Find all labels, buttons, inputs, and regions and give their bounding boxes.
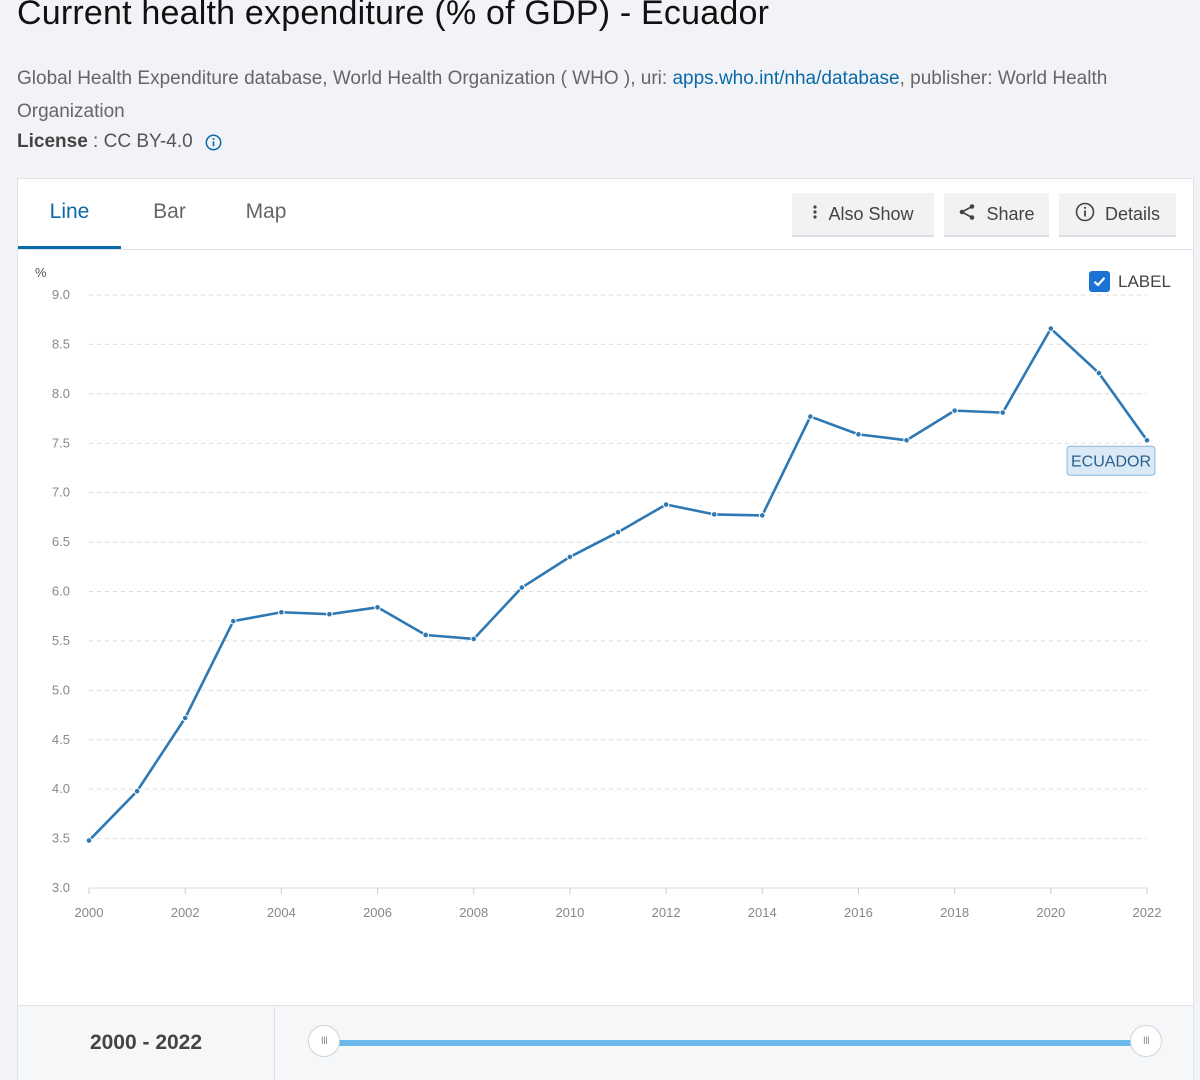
share-label: Share bbox=[986, 203, 1035, 224]
data-point bbox=[85, 837, 93, 844]
data-point bbox=[614, 528, 622, 536]
x-tick-label: 2010 bbox=[555, 905, 584, 920]
x-tick-label: 2000 bbox=[75, 905, 104, 920]
data-point bbox=[470, 635, 478, 643]
data-point bbox=[326, 610, 333, 618]
data-point bbox=[133, 787, 141, 795]
share-button[interactable]: Share bbox=[944, 193, 1049, 237]
info-icon[interactable] bbox=[205, 134, 222, 151]
x-tick-label: 2004 bbox=[267, 905, 296, 920]
page-title: Current health expenditure (% of GDP) - … bbox=[17, 0, 770, 32]
data-point bbox=[518, 584, 526, 591]
data-point bbox=[903, 436, 910, 444]
x-tick-label: 2014 bbox=[748, 905, 777, 920]
data-point bbox=[951, 407, 958, 414]
data-point bbox=[566, 553, 574, 561]
tab-bar[interactable]: Bar bbox=[153, 200, 186, 223]
data-point bbox=[1095, 369, 1103, 377]
y-tick-label: 5.5 bbox=[52, 633, 70, 648]
chart-tabs: Line Bar Map Also Show Share Details bbox=[18, 179, 1193, 250]
tab-map[interactable]: Map bbox=[245, 200, 287, 223]
x-tick-label: 2022 bbox=[1133, 905, 1162, 920]
data-point bbox=[278, 608, 285, 616]
tab-line[interactable]: Line bbox=[18, 179, 121, 249]
data-point bbox=[662, 501, 670, 508]
x-tick-label: 2006 bbox=[363, 905, 392, 920]
y-tick-label: 6.0 bbox=[52, 584, 70, 599]
x-tick-label: 2002 bbox=[171, 905, 200, 920]
y-tick-label: 4.5 bbox=[52, 732, 70, 747]
x-tick-label: 2008 bbox=[459, 905, 488, 920]
data-point bbox=[855, 431, 862, 438]
data-point bbox=[422, 631, 429, 639]
data-point bbox=[374, 604, 381, 611]
info-circle-icon bbox=[1075, 202, 1095, 227]
x-tick-label: 2016 bbox=[844, 905, 873, 920]
y-tick-label: 7.0 bbox=[52, 485, 70, 500]
range-label: 2000 - 2022 bbox=[18, 1006, 275, 1080]
range-handle-end[interactable]: III bbox=[1130, 1025, 1162, 1057]
range-start: 2000 bbox=[89, 1031, 137, 1054]
label-toggle[interactable]: LABEL bbox=[1089, 271, 1171, 292]
range-separator: - bbox=[136, 1031, 156, 1054]
license-value: : CC BY-4.0 bbox=[87, 131, 193, 152]
details-label: Details bbox=[1104, 203, 1161, 224]
data-point bbox=[710, 511, 718, 518]
source-suffix: , publisher: World Health Organization bbox=[17, 68, 1108, 122]
source-link[interactable]: apps.who.int/nha/database bbox=[672, 68, 900, 89]
data-point bbox=[1047, 325, 1055, 332]
data-point bbox=[807, 413, 814, 420]
data-point bbox=[758, 512, 766, 519]
source-prefix: Global Health Expenditure database, Worl… bbox=[17, 68, 673, 89]
license-label: License bbox=[17, 131, 88, 152]
y-tick-label: 9.0 bbox=[52, 287, 70, 302]
range-selector: 2000 - 2022 III III bbox=[18, 1005, 1193, 1080]
range-handle-start[interactable]: III bbox=[308, 1025, 340, 1057]
label-toggle-text: LABEL bbox=[1118, 271, 1171, 291]
x-tick-label: 2018 bbox=[940, 905, 969, 920]
y-tick-label: 6.5 bbox=[52, 534, 70, 549]
y-tick-label: 3.0 bbox=[52, 880, 70, 895]
also-show-label: Also Show bbox=[828, 203, 914, 224]
y-axis-label: % bbox=[35, 265, 47, 280]
y-tick-label: 3.5 bbox=[52, 831, 70, 846]
more-vertical-icon bbox=[812, 204, 818, 225]
range-end: 2022 bbox=[155, 1031, 203, 1054]
y-tick-label: 5.0 bbox=[52, 682, 70, 697]
data-point bbox=[1143, 436, 1151, 444]
details-button[interactable]: Details bbox=[1059, 193, 1176, 237]
checkbox-checked-icon[interactable] bbox=[1089, 271, 1110, 292]
series-label-text: ECUADOR bbox=[1071, 453, 1151, 470]
y-tick-label: 7.5 bbox=[52, 435, 70, 450]
license-line: License : CC BY-4.0 bbox=[17, 131, 222, 153]
y-tick-label: 8.0 bbox=[52, 386, 70, 401]
series-label-box bbox=[1066, 445, 1156, 476]
source-info: Global Health Expenditure database, Worl… bbox=[17, 62, 1192, 128]
data-point bbox=[181, 714, 189, 722]
x-tick-label: 2020 bbox=[1036, 905, 1065, 920]
y-tick-label: 4.0 bbox=[52, 781, 70, 796]
y-tick-label: 8.5 bbox=[52, 336, 70, 351]
x-tick-label: 2012 bbox=[652, 905, 681, 920]
also-show-button[interactable]: Also Show bbox=[792, 193, 934, 237]
data-point bbox=[999, 409, 1007, 416]
chart-card: Line Bar Map Also Show Share Details 3.0… bbox=[17, 178, 1194, 1080]
series-line-ecuador bbox=[88, 327, 1149, 842]
share-icon bbox=[958, 203, 976, 226]
line-chart: 3.0 3.5 4.0 4.5 5.0 5.5 6.0 6.5 7.0 7.5 8.0 8.5 9.0%… bbox=[35, 265, 1162, 920]
data-point bbox=[229, 617, 237, 625]
range-slider-track[interactable] bbox=[324, 1040, 1144, 1046]
